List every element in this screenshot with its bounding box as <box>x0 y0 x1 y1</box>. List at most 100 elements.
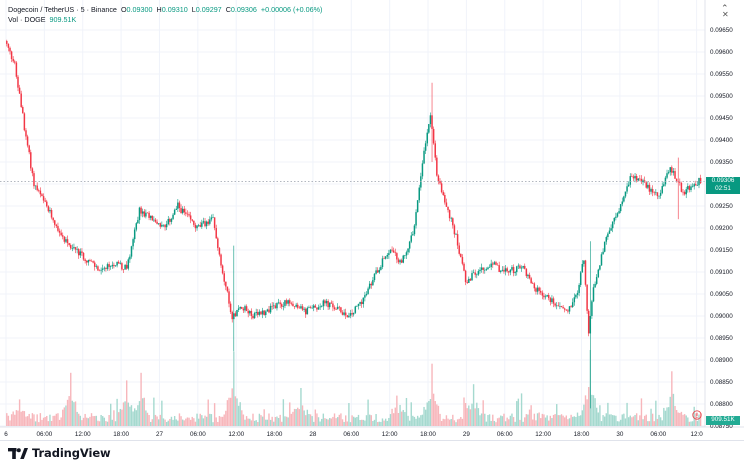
candle-body <box>97 266 99 271</box>
candle-body <box>368 283 371 289</box>
volume-bar <box>683 414 686 426</box>
volume-bar <box>207 399 209 426</box>
volume-bar <box>341 419 344 426</box>
candle-body <box>554 303 556 306</box>
volume-bar <box>595 407 598 426</box>
volume-bar <box>199 413 201 426</box>
candle-body <box>546 295 548 297</box>
candle-body <box>71 248 74 249</box>
candle-body <box>30 152 32 169</box>
candle-body <box>632 176 635 179</box>
volume-bar <box>84 413 86 426</box>
volume-bar <box>485 421 488 426</box>
candle-body <box>167 218 170 225</box>
volume-bar <box>516 401 518 426</box>
volume-bar <box>167 420 169 426</box>
candle-body <box>189 215 192 220</box>
candle-body <box>591 301 593 316</box>
candle-body <box>274 305 277 309</box>
volume-bar <box>623 413 625 426</box>
volume-bar <box>309 414 312 426</box>
tradingview-logo[interactable]: TradingView <box>8 446 111 460</box>
candle-body <box>583 260 585 265</box>
volume-bar <box>236 398 238 426</box>
candle-body <box>356 305 358 307</box>
price-axis[interactable]: 0.09650 0.09600 0.09550 0.09500 0.09450 0.094… <box>710 27 733 430</box>
candle-body <box>544 296 547 298</box>
volume-bar <box>532 419 534 426</box>
volume-bar <box>356 417 358 426</box>
candle-body <box>376 270 379 273</box>
volume-bar <box>68 396 70 426</box>
volume-bar <box>306 409 309 426</box>
volume-bar <box>476 402 478 426</box>
volume-bar <box>218 415 221 426</box>
price-chart[interactable]: 0.09650 0.09600 0.09550 0.09500 0.09450 0.094… <box>0 0 744 440</box>
open-value: 0.09300 <box>126 5 153 14</box>
y-tick-label: 0.09600 <box>710 49 733 56</box>
volume-bar <box>349 422 352 426</box>
candle-body <box>469 278 472 281</box>
volume-label[interactable]: Vol · DOGE <box>8 15 46 24</box>
candle-body <box>234 313 237 317</box>
volume-bar <box>122 402 125 426</box>
volume-bar <box>458 418 460 426</box>
volume-bar <box>587 387 590 426</box>
volume-bar <box>397 412 400 426</box>
volume-bar <box>295 409 297 426</box>
candle-body <box>247 310 249 314</box>
candle-body <box>522 265 524 268</box>
volume-bar <box>316 413 318 426</box>
volume-bar <box>586 399 588 426</box>
candle-body <box>31 168 34 174</box>
candle-body <box>539 290 542 293</box>
volume-bar <box>431 363 433 426</box>
candle-body <box>472 272 475 274</box>
candle-body <box>434 143 436 158</box>
volume-bar <box>698 414 700 426</box>
candle-body <box>304 308 307 315</box>
volume-bar <box>512 417 515 426</box>
volume-bar <box>285 416 288 426</box>
collapse-up-icon[interactable]: ⌃ <box>721 3 729 13</box>
low-key: L <box>191 5 196 14</box>
candle-body <box>127 259 130 269</box>
candle-body <box>346 315 349 318</box>
volume-bar <box>47 421 50 426</box>
volume-bar <box>453 420 456 426</box>
candle-body <box>177 202 179 209</box>
candle-body <box>258 311 261 315</box>
close-icon[interactable]: ✕ <box>722 10 729 19</box>
volume-bar <box>544 417 547 426</box>
x-tick-label: 29 <box>463 431 471 438</box>
candle-body <box>218 247 221 255</box>
log-scale-icon[interactable] <box>692 410 702 420</box>
y-tick-label: 0.09500 <box>710 93 733 100</box>
symbol-title[interactable]: Dogecoin / TetherUS · 5 · Binance <box>8 5 117 14</box>
candle-body <box>54 220 56 225</box>
volume-bar <box>376 422 379 426</box>
volume-bar <box>410 402 412 426</box>
candle-body <box>440 183 443 193</box>
candle-body <box>215 228 217 239</box>
candle-body <box>130 246 133 257</box>
time-axis[interactable]: 6 06:00 12:00 18:00 27 06:00 12:00 18:00 28 06:00… <box>4 431 703 438</box>
candle-body <box>301 306 304 310</box>
close-key: C <box>225 5 231 14</box>
volume-bar <box>400 411 403 426</box>
candle-body <box>624 191 627 197</box>
x-tick-label: 27 <box>156 431 164 438</box>
candle-body <box>273 305 275 307</box>
volume-bar <box>281 421 283 426</box>
candle-body <box>578 284 580 293</box>
candle-body <box>664 177 667 185</box>
candle-body <box>360 301 363 305</box>
candle-body <box>121 263 123 270</box>
candle-body <box>495 262 497 265</box>
volume-bar <box>253 420 256 426</box>
candle-body <box>674 171 676 179</box>
candle-body <box>138 207 141 221</box>
candle-body <box>188 214 190 216</box>
volume-bar <box>424 409 427 426</box>
volume-bar <box>557 415 560 426</box>
